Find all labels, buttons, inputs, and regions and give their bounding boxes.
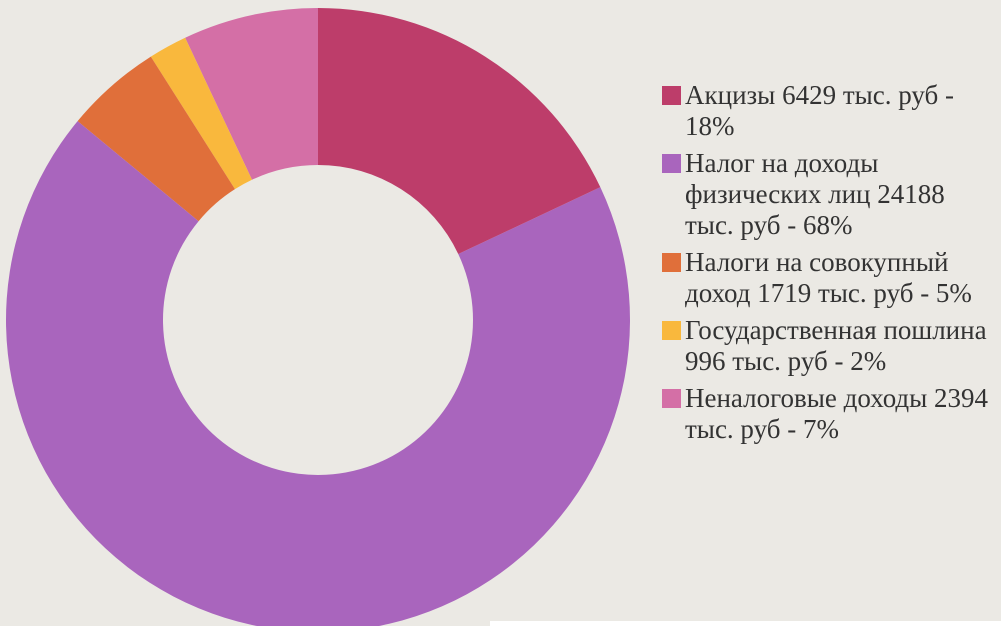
legend-item: Налог на доходы физических лиц 24188 тыс… — [662, 148, 998, 241]
picture-edge — [490, 621, 1001, 626]
legend: Акцизы 6429 тыс. руб - 18%Налог на доход… — [662, 80, 998, 451]
legend-swatch — [662, 154, 681, 173]
legend-label: Налог на доходы физических лиц 24188 тыс… — [685, 148, 998, 241]
legend-label: Государственная пошлина 996 тыс. руб - 2… — [685, 315, 998, 377]
legend-swatch — [662, 86, 681, 105]
legend-label: Неналоговые доходы 2394 тыс. руб - 7% — [685, 383, 998, 445]
legend-label: Налоги на совокупный доход 1719 тыс. руб… — [685, 247, 998, 309]
legend-item: Акцизы 6429 тыс. руб - 18% — [662, 80, 998, 142]
legend-item: Государственная пошлина 996 тыс. руб - 2… — [662, 315, 998, 377]
legend-swatch — [662, 253, 681, 272]
legend-swatch — [662, 389, 681, 408]
legend-label: Акцизы 6429 тыс. руб - 18% — [685, 80, 998, 142]
legend-swatch — [662, 321, 681, 340]
page: {"chart_data": {"type": "donut", "catego… — [0, 0, 1001, 626]
legend-item: Налоги на совокупный доход 1719 тыс. руб… — [662, 247, 998, 309]
legend-item: Неналоговые доходы 2394 тыс. руб - 7% — [662, 383, 998, 445]
